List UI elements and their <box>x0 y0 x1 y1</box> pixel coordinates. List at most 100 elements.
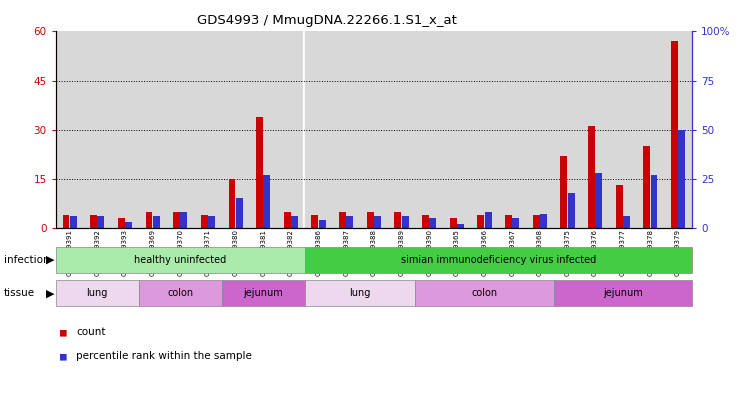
Bar <box>637 31 664 228</box>
Text: ■: ■ <box>60 327 66 337</box>
Bar <box>305 247 692 273</box>
Bar <box>315 31 333 228</box>
Bar <box>394 211 401 228</box>
Bar <box>471 31 498 228</box>
Bar <box>249 31 277 228</box>
Bar <box>650 175 658 228</box>
Bar <box>457 224 464 228</box>
Bar <box>305 31 333 228</box>
Bar <box>83 31 111 228</box>
Bar <box>533 215 539 228</box>
Bar <box>347 216 353 228</box>
Bar <box>388 31 415 228</box>
Bar <box>256 117 263 228</box>
Bar <box>194 31 222 228</box>
Bar <box>139 280 222 306</box>
Text: infection: infection <box>4 255 49 265</box>
Text: simian immunodeficiency virus infected: simian immunodeficiency virus infected <box>401 255 596 265</box>
Bar <box>180 212 187 228</box>
Bar <box>277 31 305 228</box>
Bar <box>664 31 692 228</box>
Bar <box>263 175 270 228</box>
Text: tissue: tissue <box>4 288 35 298</box>
Bar <box>637 31 664 228</box>
Bar <box>360 31 388 228</box>
Bar <box>291 216 298 228</box>
Text: ▶: ▶ <box>46 288 55 298</box>
Bar <box>471 31 498 228</box>
Bar <box>208 216 215 228</box>
Text: percentile rank within the sample: percentile rank within the sample <box>76 351 251 362</box>
Bar <box>318 220 326 228</box>
Bar <box>679 130 685 228</box>
Bar <box>581 31 609 228</box>
Text: jejunum: jejunum <box>603 288 643 298</box>
Text: ▶: ▶ <box>46 255 55 265</box>
Bar <box>283 211 291 228</box>
Text: jejunum: jejunum <box>243 288 283 298</box>
Bar <box>450 218 457 228</box>
Bar <box>402 216 408 228</box>
Bar <box>526 31 554 228</box>
Text: count: count <box>76 327 106 337</box>
Bar <box>333 31 360 228</box>
Bar <box>595 173 602 228</box>
Bar <box>478 215 484 228</box>
Bar <box>56 31 83 228</box>
Text: GDS4993 / MmugDNA.22266.1.S1_x_at: GDS4993 / MmugDNA.22266.1.S1_x_at <box>197 14 458 27</box>
Bar <box>97 216 104 228</box>
Bar <box>498 31 526 228</box>
Bar <box>554 31 581 228</box>
Bar <box>56 247 305 273</box>
Bar <box>554 280 692 306</box>
Bar <box>56 280 139 306</box>
Bar <box>228 179 235 228</box>
Bar <box>201 215 208 228</box>
Text: ■: ■ <box>60 351 66 362</box>
Bar <box>484 212 492 228</box>
Bar <box>146 211 153 228</box>
Bar <box>70 216 77 228</box>
Bar <box>360 31 388 228</box>
Bar <box>422 215 429 228</box>
Bar <box>367 211 373 228</box>
Bar <box>415 280 554 306</box>
Bar <box>505 215 512 228</box>
Bar <box>644 146 650 228</box>
Bar <box>312 215 318 228</box>
Bar <box>339 211 346 228</box>
Bar <box>609 31 637 228</box>
Bar <box>222 31 249 228</box>
Bar <box>62 215 69 228</box>
Bar <box>443 31 471 228</box>
Bar <box>540 214 547 228</box>
Bar <box>125 222 132 228</box>
Bar <box>616 185 623 228</box>
Bar <box>526 31 554 228</box>
Bar <box>498 31 526 228</box>
Text: colon: colon <box>472 288 498 298</box>
Bar <box>111 31 139 228</box>
Bar <box>664 31 692 228</box>
Bar <box>153 216 160 228</box>
Bar <box>429 218 436 228</box>
Bar <box>305 31 333 228</box>
Bar <box>305 31 318 228</box>
Bar <box>568 193 574 228</box>
Text: lung: lung <box>350 288 371 298</box>
Bar <box>222 280 305 306</box>
Bar <box>388 31 415 228</box>
Bar <box>167 31 194 228</box>
Bar <box>623 216 630 228</box>
Bar <box>118 218 125 228</box>
Bar <box>671 41 678 228</box>
Text: healthy uninfected: healthy uninfected <box>134 255 226 265</box>
Bar <box>415 31 443 228</box>
Bar <box>304 31 331 228</box>
Bar <box>554 31 581 228</box>
Bar <box>173 211 180 228</box>
Bar <box>374 216 381 228</box>
Bar <box>415 31 443 228</box>
Bar <box>560 156 568 228</box>
Bar <box>588 127 595 228</box>
